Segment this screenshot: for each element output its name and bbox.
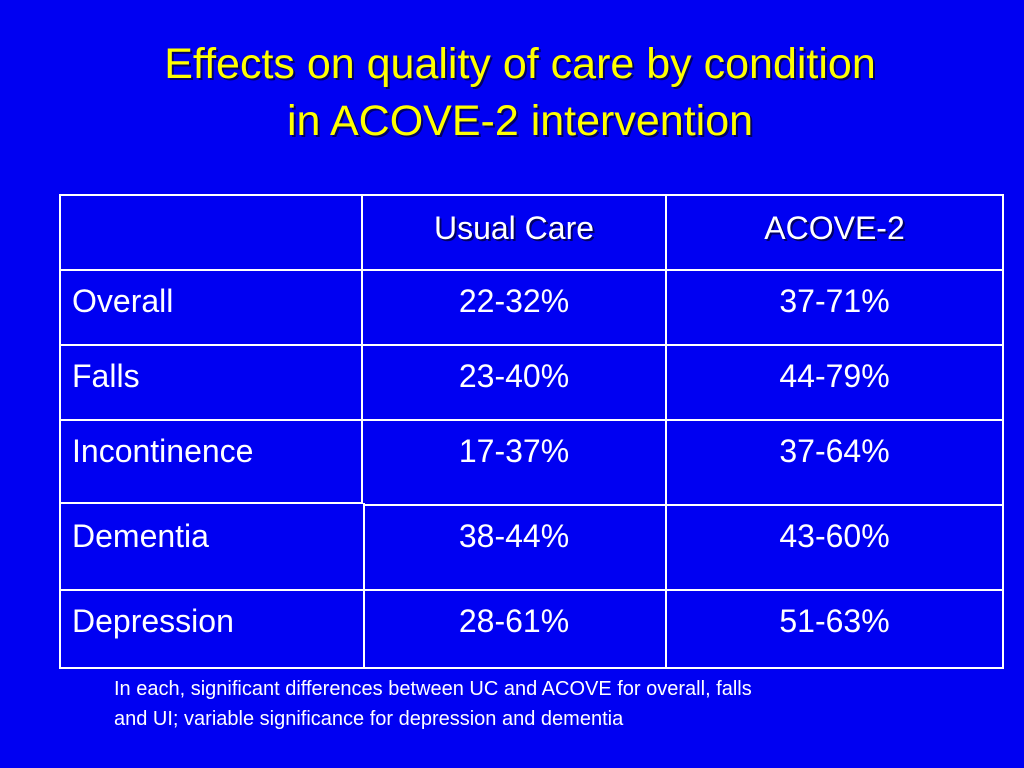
- table-cell-usual-care: 17-37%: [458, 433, 570, 469]
- table-divider-horizontal: [61, 344, 1002, 346]
- table-cell-acove2: 37-71%: [779, 283, 890, 319]
- table-row-condition: Overall: [72, 283, 174, 319]
- table-row-condition: Incontinence: [72, 433, 254, 469]
- table-divider-vertical: [363, 503, 365, 667]
- footnote-line-2: and UI; variable significance for depres…: [114, 708, 624, 730]
- table-divider-horizontal: [363, 504, 1002, 506]
- slide-title-line-1: Effects on quality of care by condition: [164, 40, 876, 88]
- slide-title-line-2: in ACOVE-2 intervention: [286, 97, 754, 145]
- table-cell-usual-care: 28-61%: [458, 603, 570, 639]
- table-divider-horizontal: [61, 419, 1002, 421]
- table-header-usual-care: Usual Care: [433, 210, 595, 246]
- table-cell-usual-care: 38-44%: [458, 518, 570, 554]
- table-divider-vertical: [665, 196, 667, 667]
- slide-title: Effects on quality of care by condition …: [0, 36, 1024, 150]
- table-divider-horizontal: [61, 589, 1002, 591]
- table-row-condition: Falls: [72, 358, 140, 394]
- table-header-acove2: ACOVE-2: [764, 210, 905, 246]
- footnote-line-1: In each, significant differences between…: [114, 678, 752, 700]
- table-cell-acove2: 44-79%: [779, 358, 890, 394]
- table-row-condition: Dementia: [72, 518, 209, 554]
- table-cell-acove2: 37-64%: [779, 433, 890, 469]
- table-cell-usual-care: 22-32%: [458, 283, 570, 319]
- footnote: In each, significant differences between…: [114, 674, 974, 734]
- table-cell-acove2: 43-60%: [779, 518, 890, 554]
- results-table: Usual Care ACOVE-2 Overall 22-32% 37-71%…: [59, 194, 1004, 669]
- table-divider-vertical: [361, 196, 363, 503]
- table-divider-horizontal: [61, 269, 1002, 271]
- table-cell-usual-care: 23-40%: [458, 358, 570, 394]
- table-row-condition: Depression: [72, 603, 234, 639]
- table-cell-acove2: 51-63%: [779, 603, 890, 639]
- table-divider-horizontal: [61, 502, 363, 504]
